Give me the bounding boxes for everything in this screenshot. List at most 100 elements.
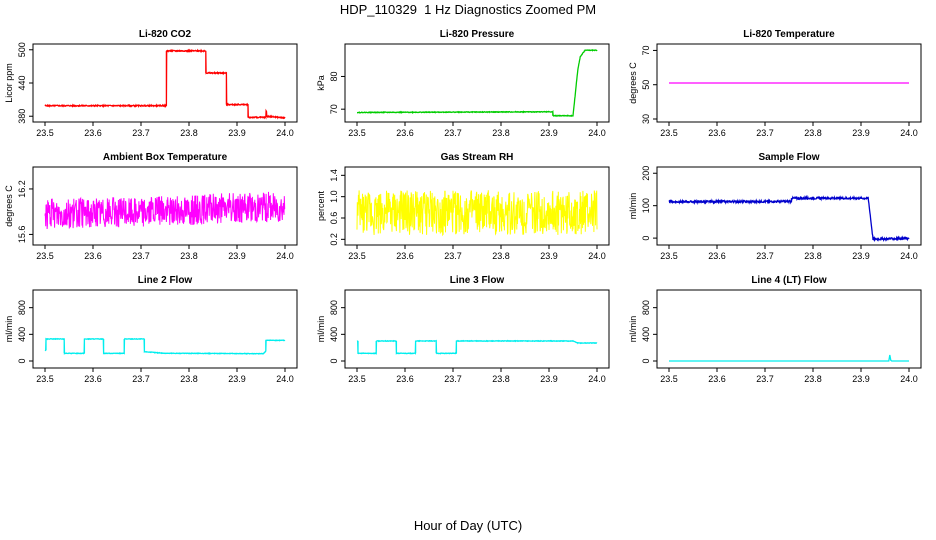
y-tick-label: 0.2 xyxy=(329,233,339,246)
x-tick-label: 23.5 xyxy=(660,251,678,261)
x-tick-label: 23.5 xyxy=(348,128,366,138)
x-tick-label: 24.0 xyxy=(276,374,294,384)
x-tick-label: 23.5 xyxy=(36,374,54,384)
panel-4: Ambient Box Temperature 23.5 23.6 23.7 23.8 2… xyxy=(4,152,298,261)
plot-frame xyxy=(344,43,610,123)
x-tick-label: 23.9 xyxy=(540,374,558,384)
series-line xyxy=(356,190,598,237)
y-axis-label: Licor ppm xyxy=(4,63,14,103)
y-axis-label: degrees C xyxy=(4,185,14,227)
x-tick-label: 24.0 xyxy=(276,128,294,138)
plot-frame xyxy=(656,289,922,369)
plot-frame xyxy=(32,43,298,123)
x-tick-label: 23.6 xyxy=(708,251,726,261)
y-tick-label: 1.4 xyxy=(329,169,339,182)
x-tick-label: 23.5 xyxy=(36,128,54,138)
x-tick-label: 23.7 xyxy=(132,374,150,384)
y-tick-label: 380 xyxy=(17,109,27,124)
x-tick-label: 23.7 xyxy=(444,374,462,384)
y-tick-label: 400 xyxy=(17,327,27,342)
x-tick-label: 23.9 xyxy=(540,251,558,261)
y-tick-label: 500 xyxy=(17,42,27,57)
panel-3: Li-820 Temperature 23.5 23.6 23.7 23.8 23.9 24… xyxy=(628,29,922,138)
x-tick-label: 23.5 xyxy=(660,374,678,384)
y-axis-label: ml/min xyxy=(4,316,14,343)
series-line xyxy=(44,48,286,120)
y-axis-label: kPa xyxy=(316,75,326,91)
x-tick-label: 23.7 xyxy=(132,128,150,138)
y-tick-label: 800 xyxy=(329,300,339,315)
x-tick-label: 24.0 xyxy=(276,251,294,261)
x-tick-label: 24.0 xyxy=(900,251,918,261)
y-tick-label: 0 xyxy=(641,236,651,241)
panel-title: Line 2 Flow xyxy=(138,275,193,286)
x-tick-label: 23.9 xyxy=(228,251,246,261)
panel-8: Line 3 Flow 23.5 23.6 23.7 23.8 23.9 24.0 0 400 8… xyxy=(316,275,610,384)
x-tick-label: 23.8 xyxy=(804,251,822,261)
y-axis-label: ml/min xyxy=(316,316,326,343)
x-tick-label: 23.5 xyxy=(36,251,54,261)
series-line xyxy=(668,194,910,243)
y-axis-label: ml/min xyxy=(628,316,638,343)
x-tick-label: 23.6 xyxy=(396,128,414,138)
y-tick-label: 30 xyxy=(641,114,651,124)
x-tick-label: 23.8 xyxy=(180,374,198,384)
y-tick-label: 200 xyxy=(641,166,651,181)
panel-5: Gas Stream RH 23.5 23.6 23.7 23.8 23.9 24.0 0.2… xyxy=(316,152,610,261)
main-title: HDP_110329 1 Hz Diagnostics Zoomed PM xyxy=(339,2,597,17)
x-tick-label: 23.8 xyxy=(492,251,510,261)
y-tick-label: 70 xyxy=(641,45,651,55)
x-tick-label: 23.6 xyxy=(708,374,726,384)
y-tick-label: 100 xyxy=(641,198,651,213)
series-line xyxy=(357,49,598,118)
panel-2: Li-820 Pressure 23.5 23.6 23.7 23.8 23.9 24.0 7… xyxy=(316,29,610,138)
x-axis-label: Hour of Day (UTC) xyxy=(413,518,523,533)
series-line xyxy=(44,337,286,356)
x-tick-label: 23.7 xyxy=(444,251,462,261)
y-tick-label: 0 xyxy=(17,358,27,363)
series-line xyxy=(44,191,286,230)
series-line xyxy=(356,339,598,355)
x-tick-label: 24.0 xyxy=(588,251,606,261)
y-tick-label: 800 xyxy=(17,300,27,315)
panel-9: Line 4 (LT) Flow 23.5 23.6 23.7 23.8 23.9 24.0… xyxy=(628,275,922,384)
x-tick-label: 23.5 xyxy=(660,128,678,138)
x-tick-label: 23.5 xyxy=(348,251,366,261)
panel-6: Sample Flow 23.5 23.6 23.7 23.8 23.9 24.0 0 100 2… xyxy=(628,152,922,261)
x-tick-label: 24.0 xyxy=(900,128,918,138)
panel-title: Gas Stream RH xyxy=(441,152,514,163)
y-tick-label: 400 xyxy=(641,327,651,342)
x-tick-label: 23.6 xyxy=(396,251,414,261)
x-tick-label: 23.5 xyxy=(348,374,366,384)
panel-title: Sample Flow xyxy=(758,152,819,163)
x-tick-label: 23.8 xyxy=(804,374,822,384)
y-tick-label: 440 xyxy=(17,75,27,90)
panel-7: Line 2 Flow 23.5 23.6 23.7 23.8 23.9 24.0 0 400 8… xyxy=(4,275,298,384)
x-tick-label: 23.6 xyxy=(84,128,102,138)
y-tick-label: 50 xyxy=(641,80,651,90)
x-tick-label: 23.9 xyxy=(852,374,870,384)
y-tick-label: 0.6 xyxy=(329,212,339,225)
y-tick-label: 1.0 xyxy=(329,190,339,203)
y-tick-label: 800 xyxy=(641,300,651,315)
x-tick-label: 23.8 xyxy=(804,128,822,138)
y-axis-label: percent xyxy=(316,190,326,221)
x-tick-label: 23.6 xyxy=(84,374,102,384)
x-tick-label: 23.9 xyxy=(228,374,246,384)
y-tick-label: 16.2 xyxy=(17,180,27,198)
y-tick-label: 0 xyxy=(329,358,339,363)
series-line xyxy=(669,354,909,362)
y-tick-label: 400 xyxy=(329,327,339,342)
x-tick-label: 24.0 xyxy=(588,128,606,138)
panel-title: Ambient Box Temperature xyxy=(103,152,228,163)
plot-frame xyxy=(656,166,922,246)
x-tick-label: 23.7 xyxy=(444,128,462,138)
plot-frame xyxy=(344,166,610,246)
plot-frame xyxy=(32,166,298,246)
x-tick-label: 23.9 xyxy=(852,128,870,138)
x-tick-label: 23.8 xyxy=(180,128,198,138)
plot-frame xyxy=(32,289,298,369)
x-tick-label: 23.7 xyxy=(756,128,774,138)
x-tick-label: 23.6 xyxy=(396,374,414,384)
x-tick-label: 23.9 xyxy=(540,128,558,138)
